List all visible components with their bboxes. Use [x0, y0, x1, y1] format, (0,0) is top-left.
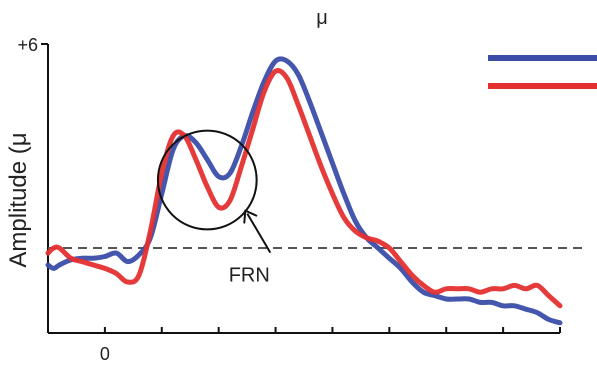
plot-area: +6 0 FRN: [17, 35, 597, 364]
x-tick-label-0: 0: [100, 344, 110, 364]
chart-title: μ: [316, 7, 328, 29]
frn-arrow-head: [243, 209, 258, 224]
frn-label: FRN: [229, 265, 270, 287]
frn-circle: [156, 129, 258, 231]
y-axis-label: Amplitude (μ: [5, 132, 32, 267]
frn-arrow-shaft: [246, 213, 272, 254]
series-line-0: [45, 56, 563, 326]
series-line-1: [45, 67, 563, 309]
y-tick-label-0: +6: [17, 35, 38, 55]
